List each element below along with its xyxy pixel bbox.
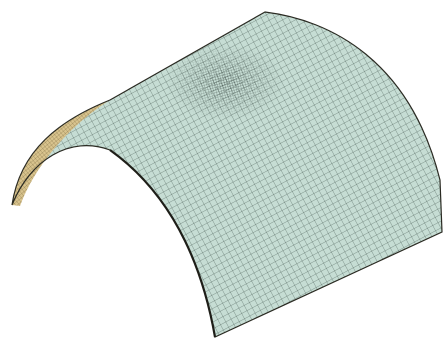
page bbox=[0, 0, 444, 342]
mesh-lines bbox=[0, 0, 444, 342]
mesh-render bbox=[0, 0, 444, 342]
shell bbox=[0, 0, 444, 342]
